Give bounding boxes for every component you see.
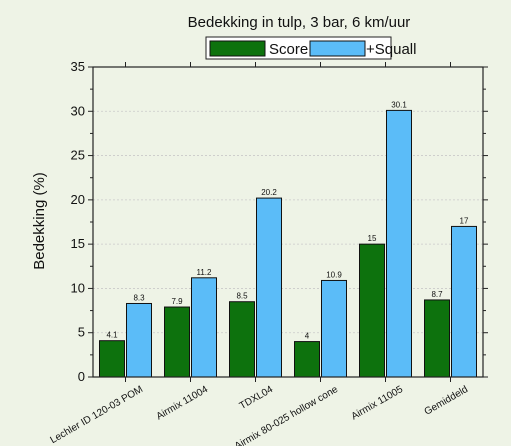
- bar-score: [164, 306, 190, 378]
- y-tick-label: 10: [71, 280, 85, 295]
- legend-swatch-squall: [309, 40, 366, 57]
- data-label: 17: [460, 216, 469, 225]
- bar-score: [359, 243, 385, 378]
- y-tick-label: 5: [78, 325, 85, 340]
- y-tick-label: 25: [71, 148, 85, 163]
- grid-lines: [93, 110, 483, 334]
- data-label: 4.1: [106, 331, 118, 340]
- bar-squall: [126, 302, 152, 378]
- data-label: 20.2: [261, 188, 277, 197]
- data-label: 15: [368, 234, 377, 243]
- data-label: 4: [305, 332, 310, 341]
- x-category-label: Airmix 11004: [155, 384, 211, 423]
- legend-label-squall: +Squall: [366, 41, 416, 58]
- legend: Score +Squall: [205, 36, 416, 60]
- data-label: 8.7: [431, 290, 443, 299]
- data-label: 8.5: [236, 292, 248, 301]
- y-tick-label: 35: [71, 59, 85, 74]
- y-tick-label: 30: [71, 103, 85, 118]
- x-category-label: Airmix 11005: [350, 384, 406, 423]
- legend-swatch-score: [209, 40, 266, 57]
- data-label: 8.3: [133, 293, 145, 302]
- bar-score: [229, 301, 255, 378]
- y-tick-label: 0: [78, 369, 85, 384]
- x-category-label: Airmix 80-025 hollow cone: [233, 384, 340, 446]
- y-tick-label: 20: [71, 192, 85, 207]
- bars: 4.1 8.3 7.9 11.2 8.5 20.2 4 10.9 15 30.1 8.7 17: [99, 100, 477, 378]
- bar-squall: [256, 197, 282, 378]
- bar-squall: [386, 109, 412, 378]
- bar-squall: [451, 225, 477, 378]
- legend-label-score: Score: [269, 41, 308, 58]
- bar-squall: [321, 279, 347, 378]
- bar-score: [99, 340, 125, 378]
- y-axis-title: Bedekking (%): [31, 172, 48, 270]
- x-category-label: Lechler ID 120-03 POM: [49, 384, 145, 446]
- data-label: 30.1: [391, 100, 407, 109]
- data-label: 11.2: [197, 268, 213, 277]
- bar-score: [424, 299, 450, 378]
- x-category-label: TDXL04: [238, 384, 276, 412]
- data-label: 7.9: [171, 297, 183, 306]
- bar-squall: [191, 277, 217, 378]
- chart-title: Bedekking in tulp, 3 bar, 6 km/uur: [188, 14, 411, 31]
- y-tick-label: 15: [71, 236, 85, 251]
- x-category-label: Gemiddeld: [423, 384, 470, 418]
- bar-score: [294, 341, 320, 378]
- data-label: 10.9: [326, 270, 342, 279]
